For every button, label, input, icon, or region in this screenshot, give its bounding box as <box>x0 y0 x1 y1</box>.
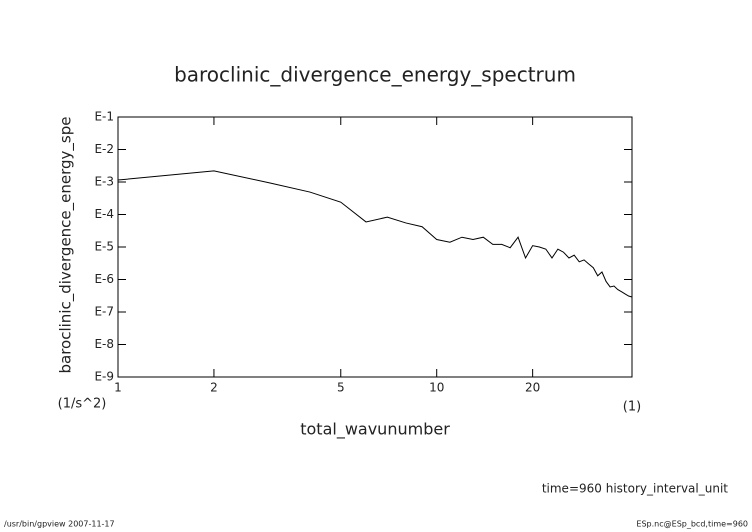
y-tick-label: E-3 <box>94 175 114 189</box>
chart-title: baroclinic_divergence_energy_spectrum <box>174 63 576 87</box>
footer-right: ESp.nc@ESp_bcd,time=960 <box>636 520 748 529</box>
x-axis-label: total_wavunumber <box>300 420 450 440</box>
y-tick-label: E-6 <box>94 272 114 286</box>
x-unit: (1) <box>623 400 641 415</box>
annotation: time=960 history_interval_unit <box>542 482 728 496</box>
footer-left: /usr/bin/gpview 2007-11-17 <box>4 520 115 529</box>
line-series <box>117 170 633 298</box>
y-tick-label: E-2 <box>94 142 114 156</box>
x-tick-label: 2 <box>210 381 218 395</box>
y-unit: (1/s^2) <box>58 397 107 412</box>
x-tick-label: 5 <box>337 381 345 395</box>
y-tick-label: E-7 <box>94 305 114 319</box>
plot-frame <box>117 116 633 378</box>
y-tick-label: E-9 <box>94 370 114 384</box>
x-tick-label: 1 <box>114 381 122 395</box>
x-tick-label: 10 <box>429 381 444 395</box>
x-tick-label: 20 <box>525 381 540 395</box>
y-tick-label: E-1 <box>94 110 114 124</box>
y-tick-label: E-8 <box>94 337 114 351</box>
y-tick-label: E-5 <box>94 240 114 254</box>
y-tick-label: E-4 <box>94 207 114 221</box>
y-axis-label: baroclinic_divergence_energy_spe <box>57 117 76 374</box>
